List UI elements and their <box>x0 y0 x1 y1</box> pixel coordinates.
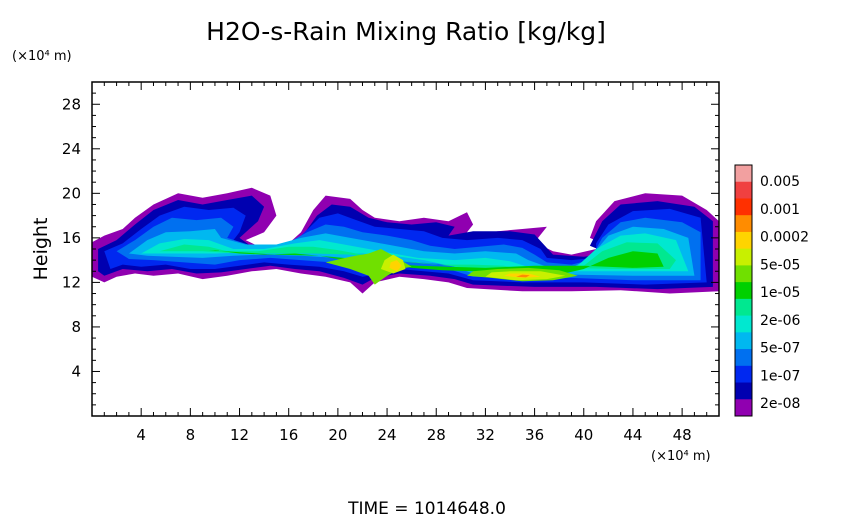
y-axis-label: Height <box>30 218 52 281</box>
colorbar-swatch <box>735 198 752 216</box>
x-tick-label: 4 <box>136 426 146 444</box>
colorbar-swatch <box>735 282 752 300</box>
x-tick-label: 40 <box>574 426 593 444</box>
colorbar-label: 2e-06 <box>760 313 800 329</box>
colorbar-label: 1e-07 <box>760 368 800 384</box>
colorbar-label: 0.0002 <box>760 230 809 246</box>
colorbar-label: 1e-05 <box>760 285 800 301</box>
x-axis: 4 8 12 16 20 24 28 32 36 40 44 48 <box>103 82 708 444</box>
colorbar-swatch <box>735 298 752 317</box>
colorbar-swatch <box>735 315 752 333</box>
colorbar-label: 0.005 <box>760 174 800 190</box>
y-tick-label: 28 <box>62 95 81 113</box>
colorbar-frame <box>734 164 753 417</box>
x-tick-label: 36 <box>525 426 544 444</box>
x-unit-label: (×10⁴ m) <box>651 449 711 464</box>
x-tick-label: 12 <box>230 426 249 444</box>
x-tick-label: 32 <box>476 426 495 444</box>
colorbar-swatch <box>735 365 752 384</box>
chart-title: H2O-s-Rain Mixing Ratio [kg/kg] <box>206 17 606 46</box>
colorbar-swatch <box>735 349 752 367</box>
colorbar-swatch <box>735 231 752 250</box>
colorbar-label: 5e-07 <box>760 341 800 357</box>
y-tick-label: 4 <box>71 362 81 380</box>
y-axis: 4 8 12 16 20 24 28 <box>62 92 719 406</box>
colorbar-label: 2e-08 <box>760 396 800 412</box>
x-tick-label: 16 <box>279 426 298 444</box>
y-tick-label: 12 <box>62 273 81 291</box>
plot-area <box>92 187 719 294</box>
x-tick-label: 44 <box>623 426 642 444</box>
contour-region-level-12 <box>516 274 530 278</box>
y-tick-label: 16 <box>62 229 81 247</box>
y-tick-label: 8 <box>71 318 81 336</box>
contour-region-level-11 <box>389 260 402 272</box>
colorbar-swatch <box>735 165 752 183</box>
contour-region-level-5 <box>128 226 695 276</box>
colorbar-swatch <box>735 181 752 199</box>
colorbar: 0.005 0.001 0.0002 5e-05 1e-05 2e-06 5e-07 1e-0… <box>734 164 809 417</box>
x-tick-label: 48 <box>673 426 692 444</box>
y-tick-label: 20 <box>62 184 81 202</box>
colorbar-swatch <box>735 265 752 283</box>
colorbar-swatch <box>735 215 752 233</box>
y-tick-label: 24 <box>62 140 81 158</box>
y-unit-label: (×10⁴ m) <box>12 49 72 64</box>
x-tick-label: 8 <box>186 426 196 444</box>
x-tick-label: 20 <box>328 426 347 444</box>
colorbar-swatch <box>735 332 752 350</box>
colorbar-swatch <box>735 399 752 417</box>
x-tick-label: 24 <box>378 426 397 444</box>
colorbar-label: 5e-05 <box>760 257 800 273</box>
x-tick-label: 28 <box>427 426 446 444</box>
colorbar-label: 0.001 <box>760 202 800 218</box>
contour-region-level-7 <box>159 242 677 273</box>
time-footer: TIME = 1014648.0 <box>347 499 506 519</box>
colorbar-swatch <box>735 382 752 400</box>
colorbar-swatch <box>735 248 752 266</box>
